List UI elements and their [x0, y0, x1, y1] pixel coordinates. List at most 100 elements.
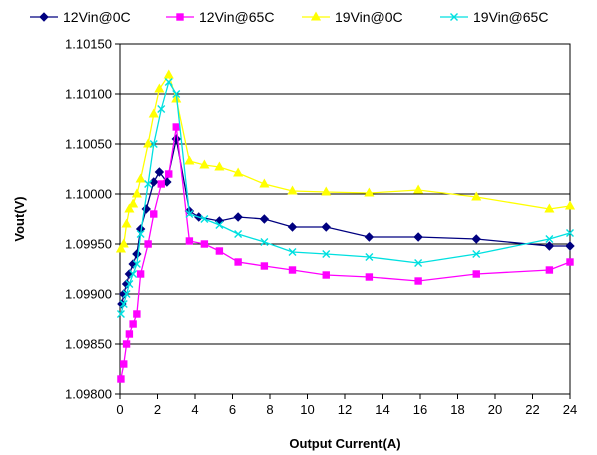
- data-point: [233, 212, 243, 222]
- legend-label: 19Vin@65C: [473, 9, 548, 25]
- data-point: [184, 155, 195, 165]
- data-point: [143, 138, 154, 148]
- data-point: [115, 243, 126, 253]
- data-point: [129, 270, 138, 278]
- data-point: [117, 375, 125, 383]
- x-tick-label: 20: [488, 402, 502, 417]
- data-point: [144, 180, 153, 188]
- data-point: [234, 230, 243, 238]
- data-point: [471, 191, 482, 201]
- data-point: [122, 340, 131, 348]
- data-point: [260, 262, 269, 270]
- data-point: [472, 270, 480, 278]
- x-tick-label: 16: [413, 402, 427, 417]
- data-point: [185, 237, 194, 245]
- y-tick-label: 1.09950: [65, 237, 112, 252]
- y-tick-label: 1.10100: [65, 87, 112, 102]
- data-point: [150, 210, 158, 218]
- data-point: [215, 247, 224, 255]
- x-tick-label: 4: [191, 402, 198, 417]
- data-point: [157, 180, 165, 188]
- legend-label: 12Vin@0C: [63, 9, 131, 25]
- x-tick-label: 14: [375, 402, 389, 417]
- x-tick-label: 2: [154, 402, 161, 417]
- data-point: [121, 218, 132, 228]
- series-19Vin@0C: [115, 69, 576, 253]
- x-tick-label: 0: [116, 402, 123, 417]
- data-point: [164, 78, 173, 86]
- legend-item: 12Vin@65C: [166, 9, 274, 25]
- legend-marker: [310, 11, 322, 21]
- data-point: [414, 259, 423, 267]
- data-point: [215, 221, 224, 229]
- legend-marker: [450, 13, 458, 21]
- legend-item: 19Vin@0C: [302, 9, 403, 25]
- x-tick-label: 24: [563, 402, 577, 417]
- data-point: [132, 260, 141, 268]
- data-point: [287, 185, 298, 195]
- y-tick-label: 1.10050: [65, 137, 112, 152]
- data-point: [545, 235, 554, 243]
- legend-item: 12Vin@0C: [30, 9, 131, 25]
- series-layer: [115, 69, 576, 383]
- data-point: [200, 240, 209, 248]
- x-tick-label: 12: [338, 402, 352, 417]
- x-tick-label: 22: [525, 402, 539, 417]
- y-axis-ticks: 1.09800 1.09850 1.09900 1.09950 1.10000 1.100…: [65, 37, 120, 402]
- data-point: [364, 232, 375, 242]
- data-point: [544, 241, 555, 251]
- y-tick-label: 1.10150: [65, 37, 112, 52]
- data-point: [322, 250, 331, 258]
- data-point: [122, 290, 131, 298]
- data-point: [133, 310, 141, 318]
- data-point: [565, 241, 575, 251]
- data-point: [322, 271, 330, 279]
- y-tick-label: 1.09800: [65, 387, 112, 402]
- data-point: [185, 210, 194, 218]
- data-point: [172, 123, 180, 131]
- data-point: [144, 240, 152, 248]
- data-point: [566, 229, 574, 237]
- data-point: [259, 214, 270, 224]
- series-line: [120, 80, 571, 315]
- data-point: [233, 167, 244, 177]
- legend-marker: [39, 12, 49, 22]
- data-point: [259, 178, 270, 188]
- data-point: [163, 69, 174, 79]
- x-tick-label: 18: [450, 402, 464, 417]
- data-point: [148, 108, 159, 118]
- series-19Vin@65C: [116, 78, 574, 318]
- legend-item: 19Vin@65C: [440, 9, 548, 25]
- data-point: [564, 200, 576, 210]
- y-tick-label: 1.09900: [65, 287, 112, 302]
- data-point: [413, 184, 424, 194]
- data-point: [544, 203, 555, 213]
- data-point: [120, 360, 128, 368]
- x-tick-label: 10: [300, 402, 314, 417]
- series-line: [120, 126, 571, 380]
- data-point: [472, 250, 481, 258]
- data-point: [234, 258, 242, 266]
- data-point: [471, 234, 481, 244]
- data-point: [545, 266, 554, 274]
- x-axis-ticks: 0 2 4 6 8 10 12 14 16 18 20 22 24: [116, 394, 577, 417]
- data-point: [136, 270, 145, 278]
- data-point: [566, 258, 574, 266]
- data-point: [119, 300, 128, 308]
- data-point: [154, 83, 165, 93]
- data-point: [154, 167, 165, 177]
- data-point: [321, 222, 331, 232]
- data-point: [132, 249, 142, 259]
- series-12Vin@65C: [117, 123, 574, 383]
- data-point: [165, 170, 173, 178]
- data-point: [365, 273, 374, 281]
- legend: 12Vin@0C 12Vin@65C 19Vin@0C 19Vin@65C: [30, 9, 548, 25]
- data-point: [364, 187, 375, 197]
- data-point: [260, 238, 269, 246]
- data-point: [172, 90, 181, 98]
- data-point: [288, 248, 297, 256]
- y-tick-label: 1.10000: [65, 187, 112, 202]
- y-tick-label: 1.09850: [65, 337, 112, 352]
- series-12Vin@0C: [117, 134, 575, 309]
- x-tick-label: 8: [266, 402, 273, 417]
